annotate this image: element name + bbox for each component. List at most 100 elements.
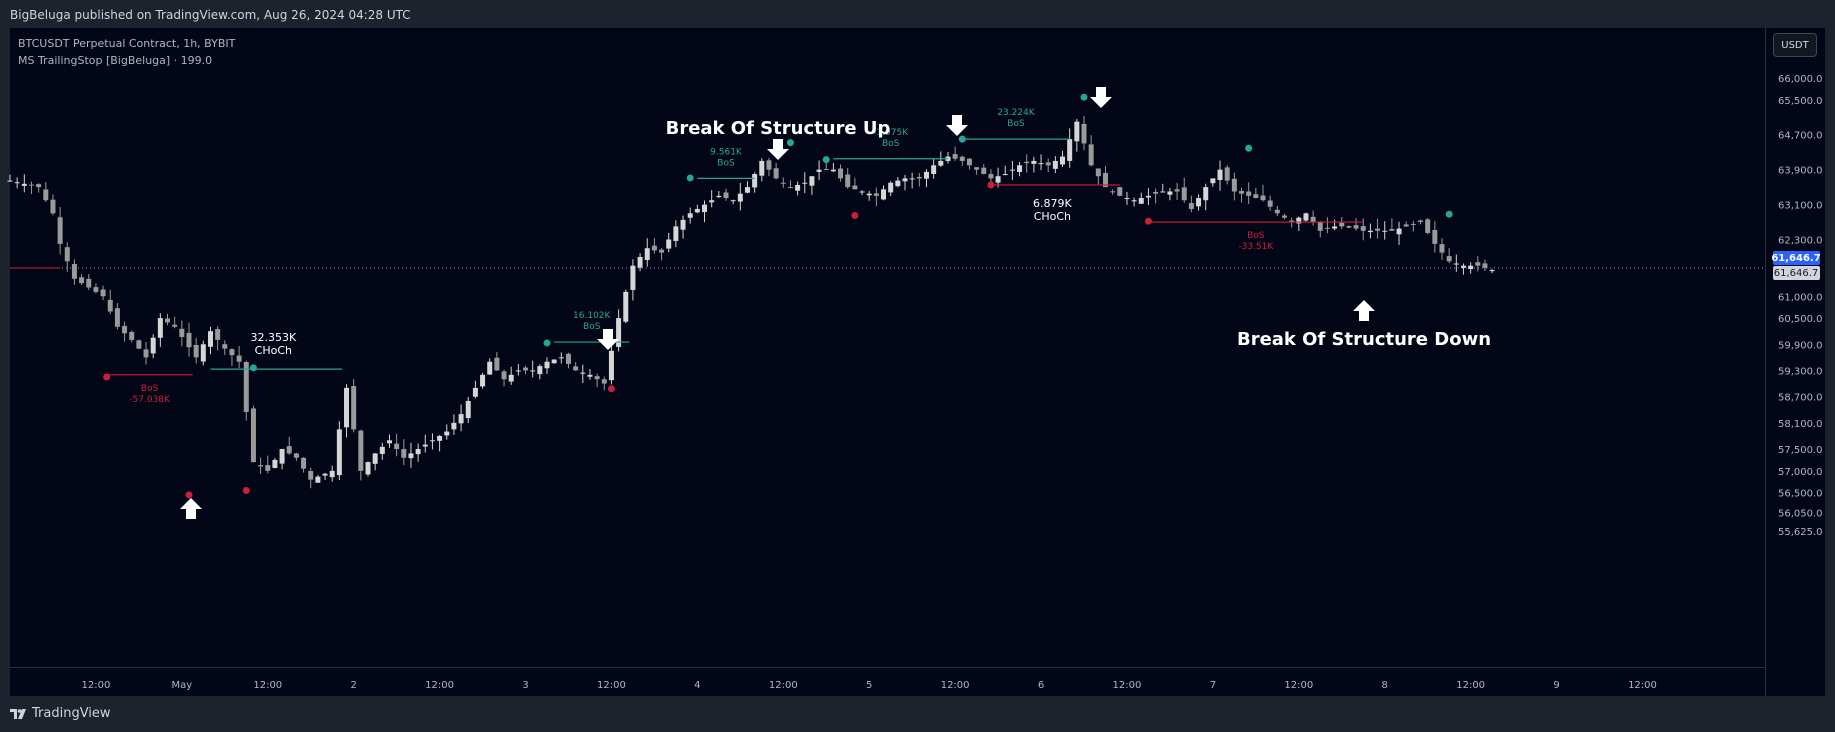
arrow-down-icon [1090,87,1112,108]
candle-body [809,176,815,186]
candle-body [1274,209,1280,214]
y-tick-label: 60,500.0 [1778,314,1823,325]
y-tick-label: 58,100.0 [1778,419,1823,430]
candle-body [830,169,836,172]
candle-body [1303,213,1309,221]
candle-body [1074,121,1080,142]
candle-body [1332,226,1338,229]
price-axis-separator [1765,28,1766,696]
candle-body [286,446,292,454]
candle-body [165,318,171,323]
candle-body [759,160,765,176]
candle-body [902,178,908,182]
candle-body [845,174,851,188]
pivot-high-dot [958,135,966,143]
arrow-down-icon [946,115,968,136]
candle-body [93,287,99,292]
candle-body [594,376,600,380]
candle-body [1138,198,1144,204]
candle-body [1210,178,1216,184]
candle-body [558,357,564,359]
candle-body [36,184,42,188]
footer-bar [0,696,1835,732]
candle-body [702,204,708,213]
candle-body [1017,165,1023,173]
x-tick-label: 3 [522,680,528,691]
candle-body [523,367,529,371]
candle-body [408,453,414,459]
symbol-legend[interactable]: BTCUSDT Perpetual Contract, 1h, BYBIT [18,37,236,50]
candle-body [601,379,607,384]
candle-body [394,443,400,450]
candle-body [1353,225,1359,229]
candle-body [680,219,686,230]
y-tick-label: 59,900.0 [1778,340,1823,351]
candle-body [444,431,450,436]
x-tick-label: May [171,680,192,691]
candle-body [501,371,507,380]
candle-body [573,366,579,371]
candle-body [952,154,958,159]
publish-info: BigBeluga published on TradingView.com, … [10,8,411,22]
candle-body [129,332,135,340]
tradingview-logo[interactable]: TradingView [10,706,111,721]
candle-body [730,200,736,202]
arrow-down-icon [597,329,619,350]
candle-body [1310,216,1316,223]
indicator-legend[interactable]: MS TrailingStop [BigBeluga] · 199.0 [18,54,213,67]
candle-body [859,191,865,193]
x-tick-label: 12:00 [1456,680,1485,691]
candle-body [773,168,779,179]
bos-label-line2: BoS [882,139,900,149]
candle-body [1203,187,1209,201]
candle-body [258,465,264,467]
candle-body [1432,229,1438,244]
candle-body [14,182,20,184]
y-tick-label: 57,000.0 [1778,467,1823,478]
candle-body [372,453,378,464]
chart-panel[interactable] [10,28,1825,696]
candle-body [358,430,364,471]
candle-body [494,357,500,371]
candle-body [451,422,457,430]
candle-body [1453,263,1459,265]
candle-body [1425,219,1431,233]
pivot-high-dot [786,139,794,147]
bos-label-line2: BoS [583,322,601,332]
candle-body [250,408,256,463]
candle-body [1439,244,1445,253]
candle-body [1153,191,1159,194]
last-price-label: 61,646.7 [1771,253,1820,264]
candle-body [100,289,106,297]
candle-body [530,370,536,372]
y-tick-label: 64,700.0 [1778,131,1823,142]
candle-body [923,171,929,179]
pivot-high-dot [1080,93,1088,101]
candle-body [1489,270,1495,272]
bos-label-line2: -57.038K [129,395,171,405]
candle-body [1217,169,1223,181]
break-up-annotation: Break Of Structure Up [666,118,891,139]
x-tick-label: 2 [350,680,356,691]
candle-body [1174,189,1180,192]
candle-body [630,265,636,290]
candle-body [1324,227,1330,229]
candle-body [50,199,56,214]
y-tick-label: 57,500.0 [1778,445,1823,456]
currency-button[interactable]: USDT [1773,33,1817,57]
bos-label-line2: BoS [717,158,735,168]
candle-body [86,278,92,288]
candle-body [1045,162,1051,166]
candle-body [716,195,722,198]
candle-body [959,156,965,161]
candle-body [723,192,729,199]
candle-body [515,370,521,372]
x-tick-label: 7 [1210,680,1216,691]
candle-body [981,167,987,175]
last-price-tag [1773,251,1820,266]
candle-body [1281,215,1287,218]
candle-body [1060,156,1066,165]
candle-body [365,462,371,475]
candle-body [43,189,49,201]
